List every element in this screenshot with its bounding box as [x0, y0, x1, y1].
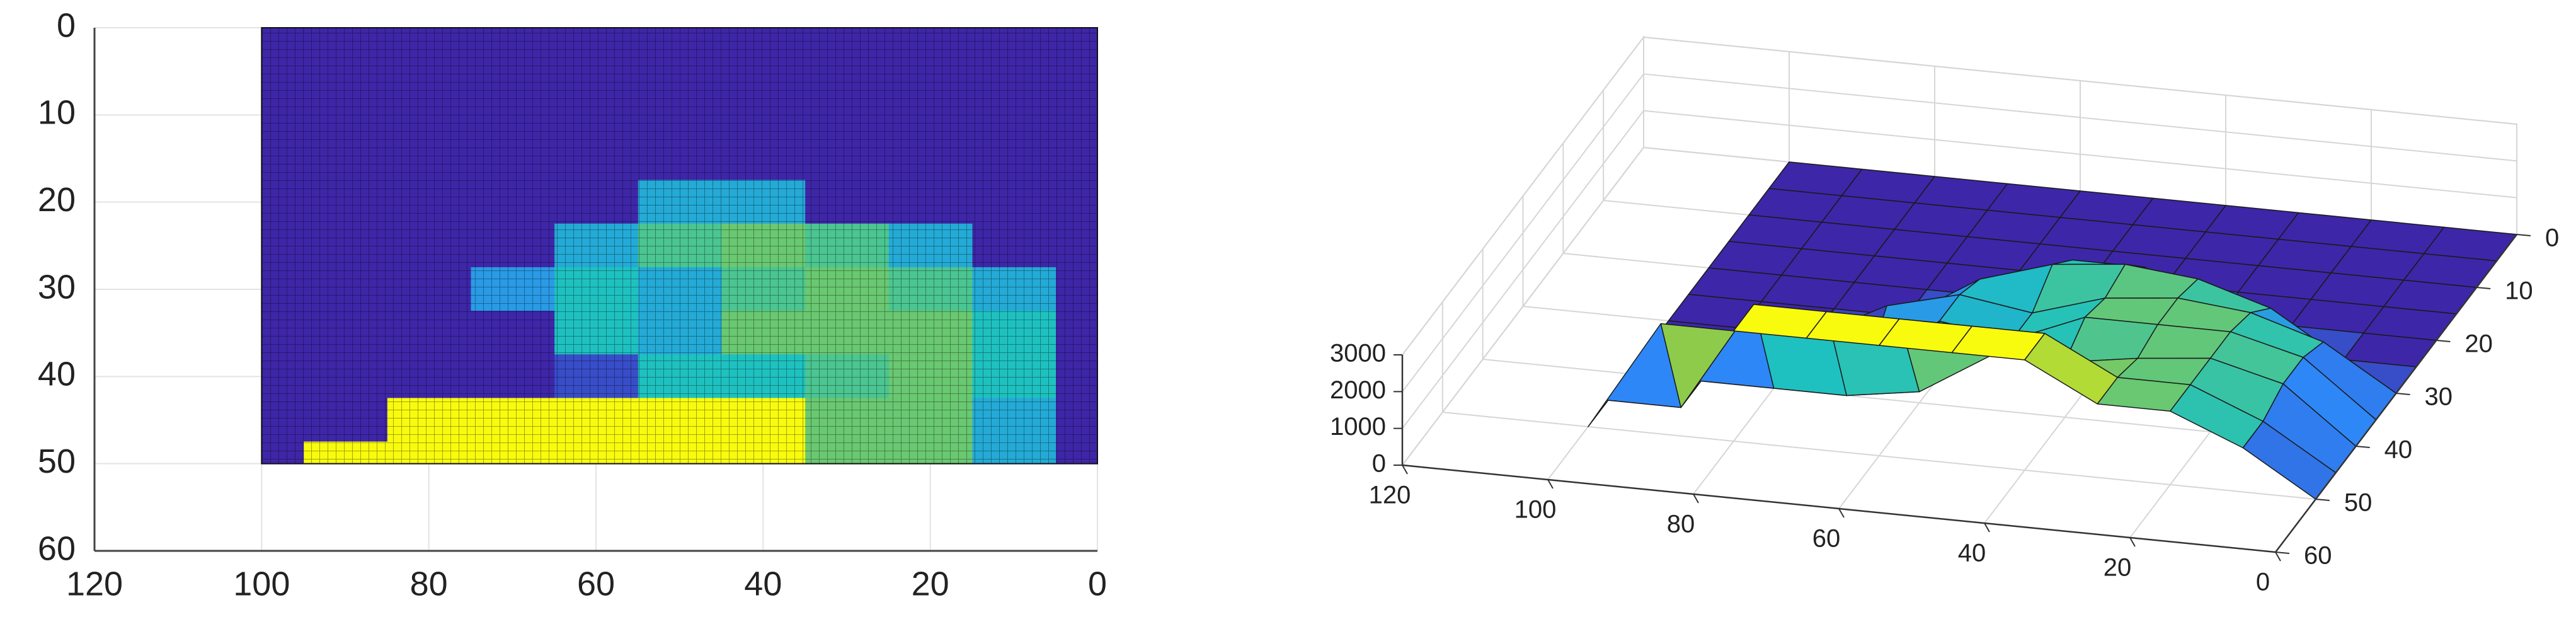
x-axis	[1402, 464, 2276, 553]
y-tick-label: 50	[2344, 489, 2373, 517]
x-tick-label: 60	[1812, 525, 1841, 553]
x-tick-label: 20	[2104, 554, 2132, 582]
x-tick-label: 40	[744, 565, 782, 603]
grid-line	[1643, 73, 2517, 162]
tick-mark	[1547, 479, 1554, 489]
x-tick-label: 120	[66, 565, 123, 603]
y-tick-label: 0	[2545, 224, 2559, 252]
z-tick-label: 3000	[1330, 340, 1386, 367]
grid-line	[1442, 412, 2316, 500]
x-tick-label: 100	[233, 565, 290, 603]
y-tick-label: 10	[2505, 277, 2533, 305]
x-tick-label: 120	[1369, 482, 1411, 509]
grid-line	[1402, 110, 1644, 429]
z-tick-label: 1000	[1330, 413, 1386, 441]
tick-mark	[2356, 446, 2370, 448]
y-tick-label: 30	[2425, 383, 2453, 411]
y-tick-label: 40	[38, 355, 76, 393]
tick-mark	[2516, 234, 2531, 236]
y-tick-label: 20	[2464, 330, 2493, 358]
x-tick-label: 100	[1514, 496, 1557, 524]
y-tick-label: 10	[38, 94, 76, 132]
grid-line	[1643, 110, 2517, 199]
tick-mark	[2396, 393, 2410, 395]
tick-mark	[1984, 523, 1990, 533]
x-tick-label: 80	[410, 565, 448, 603]
x-tick-label: 20	[912, 565, 949, 603]
y-tick-label: 30	[38, 268, 76, 306]
tick-mark	[2315, 499, 2330, 501]
mesh-overlay	[261, 27, 1098, 465]
grid-line	[1643, 37, 2517, 125]
tick-mark	[2275, 551, 2290, 554]
grid-line	[1402, 147, 1644, 466]
grid-line	[1402, 37, 1644, 355]
y-tick-label: 40	[2384, 436, 2413, 464]
z-tick-label: 0	[1372, 450, 1386, 478]
tick-mark	[2436, 340, 2451, 342]
x-tick-label: 0	[2256, 569, 2270, 596]
tick-mark	[2476, 287, 2491, 289]
y-tick-label: 0	[57, 6, 76, 44]
y-axis	[2275, 234, 2517, 553]
tick-mark	[1693, 494, 1699, 504]
grid-line	[1402, 73, 1644, 392]
y-tick-label: 50	[38, 442, 76, 480]
x-tick-label: 80	[1667, 511, 1695, 538]
x-tick-label: 60	[577, 565, 615, 603]
y-tick-label: 20	[38, 181, 76, 219]
tick-mark	[2275, 551, 2281, 562]
x-tick-label: 0	[1088, 565, 1107, 603]
tick-mark	[2129, 537, 2136, 547]
x-tick-label: 40	[1958, 540, 1986, 567]
z-tick-label: 2000	[1330, 376, 1386, 404]
tick-mark	[1838, 508, 1845, 518]
y-tick-label: 60	[38, 529, 76, 567]
tick-mark	[1402, 465, 1408, 475]
y-tick-label: 60	[2304, 542, 2332, 570]
